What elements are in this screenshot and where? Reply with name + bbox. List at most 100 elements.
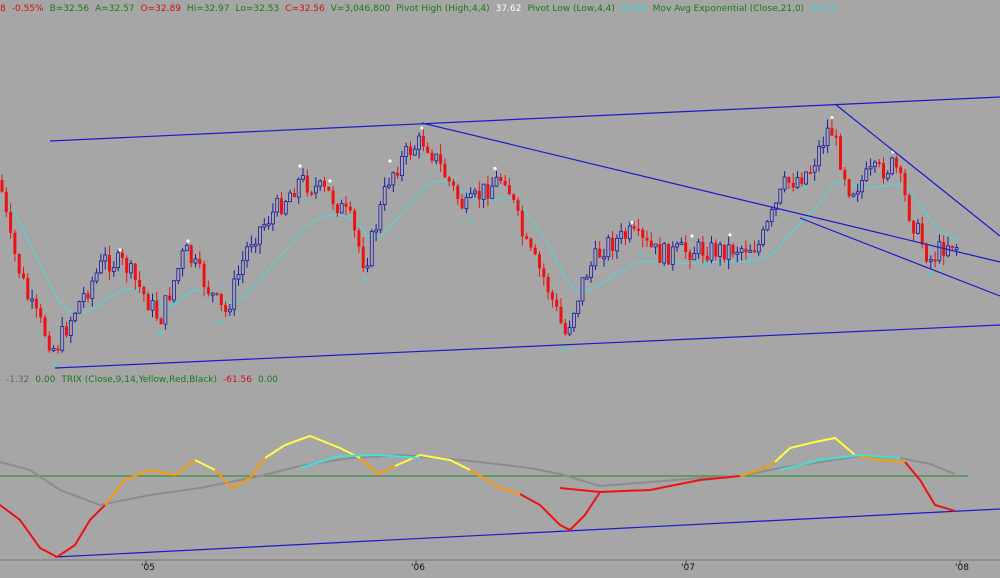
candle-body bbox=[812, 165, 817, 173]
candle-body bbox=[180, 250, 185, 269]
candle-body bbox=[262, 224, 267, 228]
price-legend-item-14: 34.14 bbox=[810, 4, 836, 14]
pivot-low-marker bbox=[638, 254, 642, 258]
trix-line-segment bbox=[739, 461, 776, 477]
pivot-low-marker bbox=[703, 262, 707, 266]
candle-body bbox=[412, 148, 417, 156]
trix-signal-highlight bbox=[779, 453, 901, 471]
trendline-steep-descending bbox=[834, 103, 1000, 237]
candle-body bbox=[769, 209, 774, 223]
candle-body bbox=[645, 237, 649, 241]
candle-body bbox=[529, 238, 533, 248]
price-legend-item-9: Pivot High (High,4,4) bbox=[396, 4, 490, 14]
candle-body bbox=[456, 185, 460, 199]
trix-line-segment bbox=[559, 475, 741, 494]
candle-body bbox=[430, 152, 434, 161]
candle-body bbox=[327, 186, 331, 191]
candle-body bbox=[533, 247, 537, 255]
candle-body bbox=[344, 203, 348, 207]
candle-body bbox=[68, 320, 73, 336]
x-tick-label: '07 bbox=[681, 563, 695, 573]
pivot-low-marker bbox=[158, 332, 162, 336]
candle-body bbox=[800, 177, 804, 184]
trix-legend-item-3: -61.56 bbox=[222, 375, 252, 385]
trix-legend-item-4: 0.00 bbox=[257, 375, 279, 385]
trendline-channel-lower bbox=[799, 217, 1000, 297]
candle-body bbox=[301, 175, 305, 180]
candle-body bbox=[146, 294, 150, 311]
candle-body bbox=[0, 180, 4, 192]
candle-body bbox=[726, 244, 731, 260]
candle-body bbox=[77, 301, 82, 314]
candle-body bbox=[486, 184, 490, 199]
candle-body bbox=[396, 172, 400, 176]
candle-body bbox=[335, 204, 339, 214]
candle-body bbox=[894, 157, 898, 168]
candle-body bbox=[868, 166, 873, 170]
candle-body bbox=[653, 243, 658, 248]
candle-body bbox=[550, 292, 554, 300]
candle-body bbox=[439, 154, 443, 164]
candle-body bbox=[270, 211, 275, 225]
candle-body bbox=[649, 240, 653, 247]
trix-line-segment bbox=[194, 459, 216, 471]
candle-body bbox=[782, 176, 787, 190]
candle-body bbox=[249, 244, 254, 248]
candle-body bbox=[611, 237, 615, 251]
candle-body bbox=[907, 195, 911, 221]
candle-body bbox=[168, 295, 172, 301]
candle-body bbox=[232, 278, 237, 310]
candle-body bbox=[296, 178, 301, 198]
price-legend-item-7: C=32.56 bbox=[285, 4, 325, 14]
candle-body bbox=[580, 277, 585, 302]
pivot-high-marker bbox=[186, 239, 190, 243]
candle-body bbox=[627, 225, 632, 240]
candle-body bbox=[507, 185, 511, 195]
trix-line-segment bbox=[214, 457, 266, 490]
candle-body bbox=[43, 317, 47, 336]
candle-body bbox=[374, 229, 379, 233]
candle-body bbox=[310, 192, 314, 195]
candle-body bbox=[933, 259, 937, 262]
candle-body bbox=[847, 179, 851, 197]
candle-body bbox=[159, 318, 163, 325]
candle-body bbox=[210, 292, 215, 296]
price-legend-item-1: -0.55% bbox=[11, 4, 44, 14]
candle-body bbox=[705, 255, 709, 261]
price-legend-item-13: Mov Avg Exponential (Close,21,0) bbox=[652, 4, 805, 14]
trix-trendline bbox=[54, 508, 1000, 558]
candle-body bbox=[323, 181, 326, 187]
candle-body bbox=[86, 293, 90, 299]
candle-body bbox=[219, 293, 223, 306]
candle-body bbox=[236, 274, 241, 280]
candle-body bbox=[748, 249, 753, 253]
pivot-low-marker bbox=[563, 347, 567, 351]
trix-line-segment bbox=[904, 461, 956, 512]
candle-body bbox=[619, 230, 624, 239]
candle-body bbox=[138, 279, 142, 287]
candle-body bbox=[851, 193, 856, 197]
candle-body bbox=[765, 221, 770, 231]
candle-body bbox=[288, 192, 293, 203]
pivot-low-marker bbox=[218, 319, 222, 324]
candle-body bbox=[399, 156, 404, 177]
pivot-high-marker bbox=[388, 159, 392, 163]
candle-body bbox=[81, 293, 86, 303]
candle-body bbox=[108, 255, 111, 272]
candle-body bbox=[920, 223, 924, 245]
candle-body bbox=[753, 250, 756, 253]
candle-body bbox=[756, 244, 761, 253]
candle-body bbox=[516, 199, 520, 211]
candle-body bbox=[602, 256, 606, 260]
pivot-high-marker bbox=[630, 220, 634, 224]
candle-body bbox=[99, 260, 103, 274]
candle-body bbox=[808, 172, 812, 174]
candle-body bbox=[701, 241, 705, 256]
candle-body bbox=[460, 198, 464, 209]
pivot-low-marker bbox=[363, 277, 367, 281]
candle-body bbox=[275, 197, 280, 213]
candle-body bbox=[184, 244, 189, 252]
trix-signal-line bbox=[0, 453, 956, 507]
candle-body bbox=[512, 194, 516, 200]
candle-body bbox=[56, 348, 60, 351]
